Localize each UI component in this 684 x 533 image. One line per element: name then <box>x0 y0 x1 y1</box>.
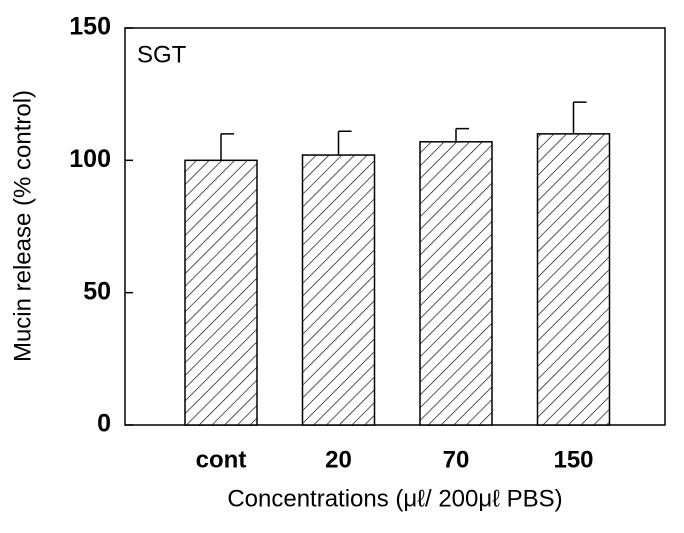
bar <box>419 141 493 426</box>
error-bar <box>337 130 352 156</box>
x-tick-label: cont <box>196 446 247 473</box>
chart-title: SGT <box>137 41 187 68</box>
y-tick-label: 50 <box>83 277 111 305</box>
bar <box>184 159 258 426</box>
error-bar <box>220 133 234 161</box>
error-bar <box>572 101 587 134</box>
x-tick-label: 70 <box>443 446 470 473</box>
y-tick-label: 0 <box>97 410 111 438</box>
y-tick-label: 150 <box>69 13 111 41</box>
y-axis-label: Mucin release (% control) <box>9 90 36 362</box>
bar <box>301 154 376 426</box>
x-tick-label: 150 <box>553 446 593 473</box>
x-axis-label: Concentrations (μℓ/ 200μℓ PBS) <box>227 485 562 512</box>
plot-frame <box>124 27 666 426</box>
error-bar <box>455 127 469 142</box>
y-tick-label: 100 <box>69 145 111 173</box>
bar <box>536 133 611 426</box>
x-tick-label: 20 <box>325 446 352 473</box>
